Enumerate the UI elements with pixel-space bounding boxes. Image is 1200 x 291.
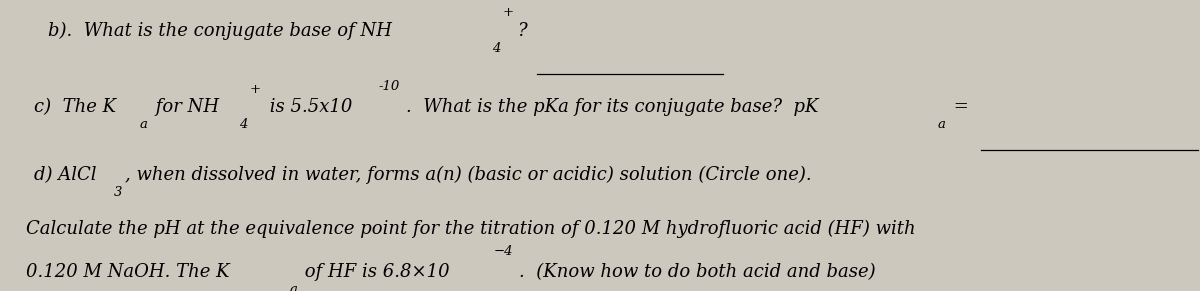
Text: of HF is 6.8×10: of HF is 6.8×10 [299, 263, 450, 281]
Text: 0.120 M NaOH. The K: 0.120 M NaOH. The K [26, 263, 230, 281]
Text: c)  The K: c) The K [34, 98, 115, 116]
Text: a: a [139, 118, 148, 131]
Text: =: = [948, 98, 968, 116]
Text: -10: -10 [378, 80, 400, 93]
Text: Calculate the pH at the equivalence point for the titration of 0.120 M hydrofluo: Calculate the pH at the equivalence poin… [26, 220, 916, 238]
Text: .  What is the pKa for its conjugate base?  pK: . What is the pKa for its conjugate base… [406, 98, 818, 116]
Text: 3: 3 [114, 187, 122, 199]
Text: a: a [289, 283, 298, 291]
Text: ?: ? [517, 22, 527, 40]
Text: is 5.5x10: is 5.5x10 [264, 98, 353, 116]
Text: , when dissolved in water, forms a(n) (basic or acidic) solution (Circle one).: , when dissolved in water, forms a(n) (b… [125, 166, 811, 184]
Text: +: + [250, 83, 260, 96]
Text: d) AlCl: d) AlCl [34, 166, 96, 184]
Text: a: a [937, 118, 946, 131]
Text: for NH: for NH [150, 98, 218, 116]
Text: −4: −4 [493, 245, 514, 258]
Text: 4: 4 [492, 42, 500, 55]
Text: .  (Know how to do both acid and base): . (Know how to do both acid and base) [518, 263, 876, 281]
Text: b).  What is the conjugate base of NH: b). What is the conjugate base of NH [48, 22, 392, 40]
Text: 4: 4 [239, 118, 247, 131]
Text: +: + [503, 6, 514, 19]
